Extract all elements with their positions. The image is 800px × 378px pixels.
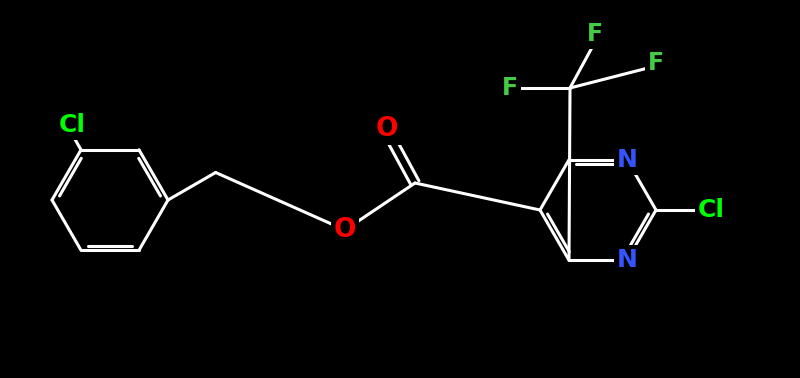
Text: N: N [617,248,638,272]
Text: F: F [502,76,518,100]
Text: Cl: Cl [698,198,725,222]
Text: Cl: Cl [58,113,86,137]
Text: F: F [648,51,664,75]
Text: O: O [376,116,398,142]
Text: F: F [587,22,603,46]
Text: O: O [334,217,356,243]
Text: N: N [617,148,638,172]
